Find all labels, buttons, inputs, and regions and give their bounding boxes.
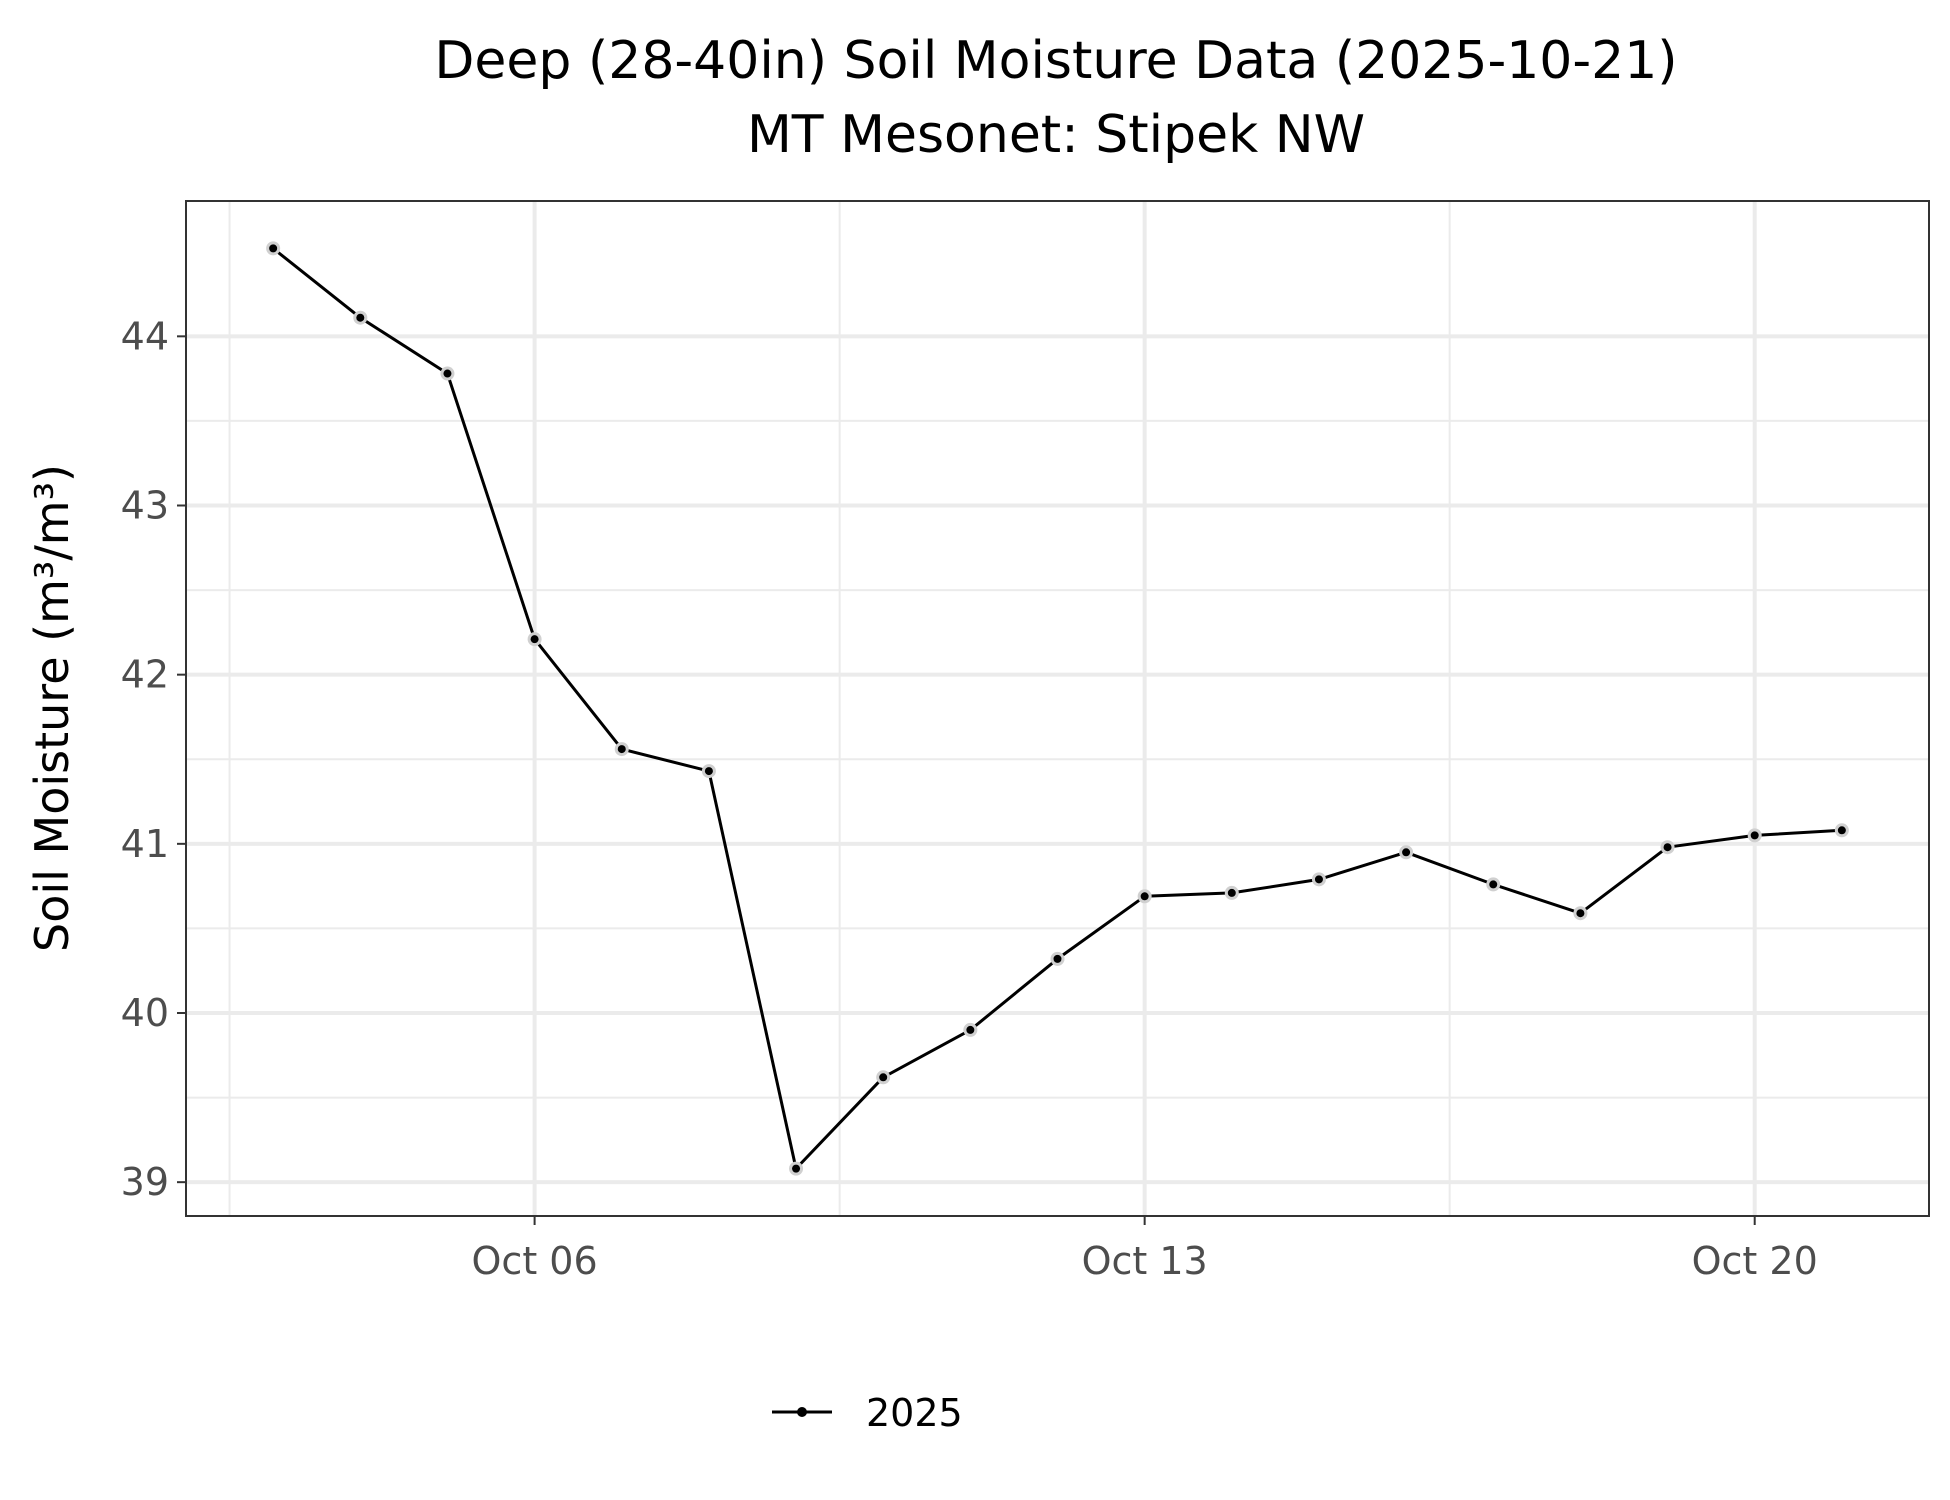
y-tick-label: 41 bbox=[121, 822, 169, 866]
data-point bbox=[1837, 826, 1846, 835]
data-point bbox=[1227, 888, 1236, 897]
x-tick-label: Oct 20 bbox=[1692, 1239, 1818, 1283]
data-point bbox=[530, 635, 539, 644]
data-point bbox=[1402, 848, 1411, 857]
plot-panel bbox=[186, 201, 1929, 1216]
y-tick-label: 40 bbox=[121, 991, 169, 1035]
y-axis: 39 40 41 42 43 44 bbox=[121, 314, 186, 1204]
data-point bbox=[1314, 875, 1323, 884]
data-point bbox=[443, 369, 452, 378]
data-point bbox=[1053, 954, 1062, 963]
chart-subtitle: MT Mesonet: Stipek NW bbox=[747, 105, 1365, 165]
y-tick-label: 42 bbox=[121, 653, 169, 697]
x-tick-label: Oct 13 bbox=[1082, 1239, 1208, 1283]
plot-border bbox=[185, 200, 1930, 1217]
data-point bbox=[1489, 880, 1498, 889]
data-point bbox=[966, 1025, 975, 1034]
minor-gridlines bbox=[186, 201, 1929, 1216]
data-point bbox=[1750, 831, 1759, 840]
data-point bbox=[792, 1164, 801, 1173]
y-tick-label: 43 bbox=[121, 484, 169, 528]
legend: 2025 bbox=[772, 1391, 963, 1435]
chart-title: Deep (28-40in) Soil Moisture Data (2025-… bbox=[434, 31, 1677, 91]
legend-label-2025: 2025 bbox=[866, 1391, 963, 1435]
data-point bbox=[617, 745, 626, 754]
x-tick-label: Oct 06 bbox=[472, 1239, 598, 1283]
data-point bbox=[704, 767, 713, 776]
data-point bbox=[269, 244, 278, 253]
y-axis-label: Soil Moisture (m³/m³) bbox=[25, 464, 79, 952]
data-point bbox=[356, 313, 365, 322]
x-axis: Oct 06 Oct 13 Oct 20 bbox=[472, 1216, 1818, 1283]
data-point bbox=[1140, 892, 1149, 901]
data-point bbox=[879, 1073, 888, 1082]
data-point bbox=[1663, 843, 1672, 852]
major-gridlines bbox=[186, 201, 1929, 1216]
data-point bbox=[1576, 909, 1585, 918]
y-tick-label: 39 bbox=[121, 1160, 169, 1204]
legend-marker bbox=[797, 1407, 807, 1417]
y-tick-label: 44 bbox=[121, 314, 169, 358]
series-layer bbox=[266, 241, 1849, 1176]
